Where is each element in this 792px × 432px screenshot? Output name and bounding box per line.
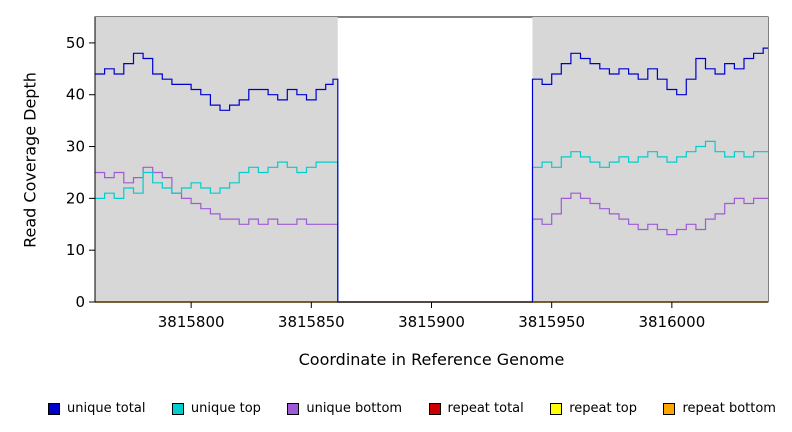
legend-swatch	[428, 402, 441, 415]
shaded-region	[532, 17, 768, 302]
legend-item-unique-total: unique total	[48, 401, 145, 416]
legend-swatch	[171, 402, 184, 415]
y-tick-label: 10	[66, 241, 85, 259]
legend-label: unique total	[67, 401, 146, 416]
legend-label: repeat bottom	[682, 401, 776, 416]
legend-item-repeat-top: repeat top	[550, 401, 637, 416]
x-tick-label: 3815950	[518, 313, 585, 331]
legend: unique total unique top unique bottom repea…	[0, 385, 792, 432]
y-tick-label: 50	[66, 34, 85, 52]
y-tick-label: 30	[66, 138, 85, 156]
x-tick-label: 3815850	[278, 313, 345, 331]
legend-swatch	[287, 402, 300, 415]
legend-label: unique bottom	[306, 401, 403, 416]
legend-swatch	[550, 402, 563, 415]
legend-item-unique-bottom: unique bottom	[287, 401, 402, 416]
legend-item-repeat-total: repeat total	[428, 401, 524, 416]
legend-label: unique top	[190, 401, 261, 416]
chart-canvas: 3815800 3815850 3815900 3815950 3816000 0 10 20…	[66, 16, 769, 331]
x-tick-label: 3815900	[398, 313, 465, 331]
y-tick-label: 40	[66, 86, 85, 104]
legend-swatch	[48, 402, 60, 415]
legend-swatch	[663, 402, 676, 415]
y-tick-label: 0	[75, 293, 85, 311]
shaded-region	[95, 17, 338, 302]
x-axis-title: Coordinate in Reference Genome	[298, 350, 565, 369]
legend-label: repeat top	[569, 401, 637, 416]
x-tick-label: 3815800	[158, 313, 225, 331]
legend-item-repeat-bottom: repeat bottom	[663, 401, 776, 416]
y-tick-label: 20	[66, 189, 85, 207]
legend-label: repeat total	[447, 401, 524, 416]
x-tick-label: 3816000	[638, 313, 705, 331]
y-axis-title: Read Coverage Depth	[20, 72, 40, 248]
legend-item-unique-top: unique top	[171, 401, 261, 416]
